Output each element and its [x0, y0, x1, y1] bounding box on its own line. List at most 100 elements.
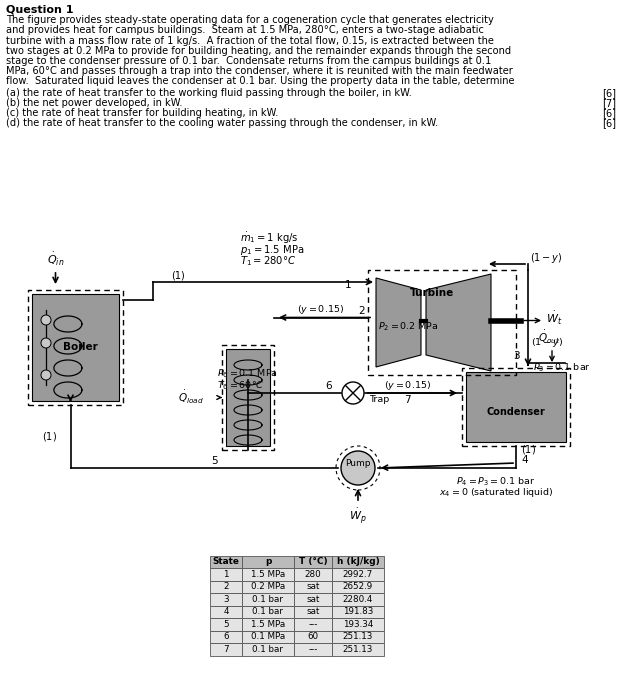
Text: 4: 4: [521, 455, 528, 465]
Text: 0.1 bar: 0.1 bar: [253, 595, 283, 603]
Polygon shape: [332, 556, 384, 568]
Text: Boiler: Boiler: [63, 342, 98, 353]
Circle shape: [41, 370, 51, 380]
Text: 5: 5: [211, 456, 218, 466]
Text: 6: 6: [224, 632, 229, 641]
Text: $\dot{Q}_{load}$: $\dot{Q}_{load}$: [178, 389, 204, 406]
Text: $T_6 = 60°C$: $T_6 = 60°C$: [217, 379, 264, 391]
Polygon shape: [242, 593, 294, 606]
Polygon shape: [332, 631, 384, 643]
Text: turbine with a mass flow rate of 1 kg/s.  A fraction of the total flow, 0.15, is: turbine with a mass flow rate of 1 kg/s.…: [6, 36, 494, 46]
Text: 1.5 MPa: 1.5 MPa: [251, 620, 285, 629]
Text: 7: 7: [404, 395, 411, 405]
Text: 0.1 MPa: 0.1 MPa: [251, 632, 285, 641]
Text: sat: sat: [306, 595, 319, 603]
Polygon shape: [226, 349, 270, 446]
Polygon shape: [332, 606, 384, 618]
Text: 60: 60: [307, 632, 319, 641]
Text: 2: 2: [358, 307, 365, 316]
Text: $\dot{W}_p$: $\dot{W}_p$: [349, 506, 367, 526]
Text: 0.2 MPa: 0.2 MPa: [251, 582, 285, 592]
Polygon shape: [426, 274, 491, 371]
Text: 7: 7: [223, 645, 229, 654]
Text: The figure provides steady-state operating data for a cogeneration cycle that ge: The figure provides steady-state operati…: [6, 15, 494, 25]
Polygon shape: [210, 618, 242, 631]
Text: 3: 3: [513, 351, 520, 361]
Polygon shape: [242, 568, 294, 580]
Polygon shape: [466, 372, 566, 442]
Circle shape: [41, 338, 51, 348]
Text: [6]: [6]: [602, 88, 616, 97]
Text: (c) the rate of heat transfer for building heating, in kW.: (c) the rate of heat transfer for buildi…: [6, 108, 278, 118]
Polygon shape: [210, 606, 242, 618]
Text: h (kJ/kg): h (kJ/kg): [337, 557, 379, 566]
Polygon shape: [332, 580, 384, 593]
Polygon shape: [242, 556, 294, 568]
Polygon shape: [210, 643, 242, 655]
Text: MPa, 60°C and passes through a trap into the condenser, where it is reunited wit: MPa, 60°C and passes through a trap into…: [6, 66, 513, 76]
Polygon shape: [376, 278, 421, 367]
Text: $P_2 = 0.2$ MPa: $P_2 = 0.2$ MPa: [378, 321, 438, 333]
Text: $(1-y)$: $(1-y)$: [531, 336, 563, 349]
Polygon shape: [332, 593, 384, 606]
Polygon shape: [242, 631, 294, 643]
Polygon shape: [294, 606, 332, 618]
Polygon shape: [294, 643, 332, 655]
Text: Turbine: Turbine: [410, 288, 454, 298]
Text: $\dot{W}_t$: $\dot{W}_t$: [546, 310, 563, 327]
Text: 2280.4: 2280.4: [343, 595, 373, 603]
Circle shape: [342, 382, 364, 404]
Text: $P_3 = 0.1$ bar: $P_3 = 0.1$ bar: [533, 361, 591, 374]
Text: [6]: [6]: [602, 118, 616, 128]
Text: 0.1 bar: 0.1 bar: [253, 645, 283, 654]
Text: (a) the rate of heat transfer to the working fluid passing through the boiler, i: (a) the rate of heat transfer to the wor…: [6, 88, 412, 97]
Text: sat: sat: [306, 607, 319, 616]
Polygon shape: [294, 631, 332, 643]
Text: ---: ---: [309, 620, 318, 629]
Text: 193.34: 193.34: [343, 620, 373, 629]
Polygon shape: [294, 593, 332, 606]
Polygon shape: [332, 643, 384, 655]
Text: Question 1: Question 1: [6, 5, 74, 15]
Text: 6: 6: [325, 381, 332, 391]
Polygon shape: [294, 568, 332, 580]
Text: $P_6 = 0.1$ MPa: $P_6 = 0.1$ MPa: [217, 368, 278, 381]
Text: State: State: [213, 557, 239, 566]
Text: 4: 4: [224, 607, 229, 616]
Text: p: p: [265, 557, 271, 566]
Text: $T_1 = 280°C$: $T_1 = 280°C$: [240, 254, 296, 268]
Polygon shape: [294, 618, 332, 631]
Polygon shape: [210, 631, 242, 643]
Text: Trap: Trap: [369, 395, 389, 404]
Polygon shape: [242, 618, 294, 631]
Text: 251.13: 251.13: [343, 632, 373, 641]
Polygon shape: [294, 580, 332, 593]
Text: 1.5 MPa: 1.5 MPa: [251, 570, 285, 579]
Text: (1): (1): [171, 270, 185, 280]
Text: $p_1 = 1.5$ MPa: $p_1 = 1.5$ MPa: [240, 243, 304, 257]
Text: $(y = 0.15)$: $(y = 0.15)$: [384, 379, 431, 392]
Text: 2: 2: [224, 582, 229, 592]
Text: 1: 1: [224, 570, 229, 579]
Text: $x_4 = 0$ (saturated liquid): $x_4 = 0$ (saturated liquid): [439, 486, 553, 499]
Text: sat: sat: [306, 582, 319, 592]
Text: $(1-y)$: $(1-y)$: [530, 251, 563, 265]
Polygon shape: [294, 556, 332, 568]
Text: [7]: [7]: [602, 98, 616, 108]
Text: 280: 280: [305, 570, 321, 579]
Text: 3: 3: [223, 595, 229, 603]
Text: flow.  Saturated liquid leaves the condenser at 0.1 bar. Using the property data: flow. Saturated liquid leaves the conden…: [6, 76, 514, 86]
Polygon shape: [332, 568, 384, 580]
Text: 0.1 bar: 0.1 bar: [253, 607, 283, 616]
Text: and provides heat for campus buildings.  Steam at 1.5 MPa, 280°C, enters a two-s: and provides heat for campus buildings. …: [6, 25, 484, 36]
Text: [6]: [6]: [602, 108, 616, 118]
Text: $\dot{Q}_{in}$: $\dot{Q}_{in}$: [47, 251, 64, 268]
Polygon shape: [210, 580, 242, 593]
Polygon shape: [242, 606, 294, 618]
Text: 2992.7: 2992.7: [343, 570, 373, 579]
Text: Condenser: Condenser: [486, 407, 545, 417]
Text: $P_4 = P_3 = 0.1$ bar: $P_4 = P_3 = 0.1$ bar: [456, 475, 536, 487]
Text: Pump: Pump: [345, 459, 371, 468]
Text: $\dot{m}_1 = 1$ kg/s: $\dot{m}_1 = 1$ kg/s: [240, 231, 298, 246]
Text: $(1)$: $(1)$: [41, 430, 57, 443]
